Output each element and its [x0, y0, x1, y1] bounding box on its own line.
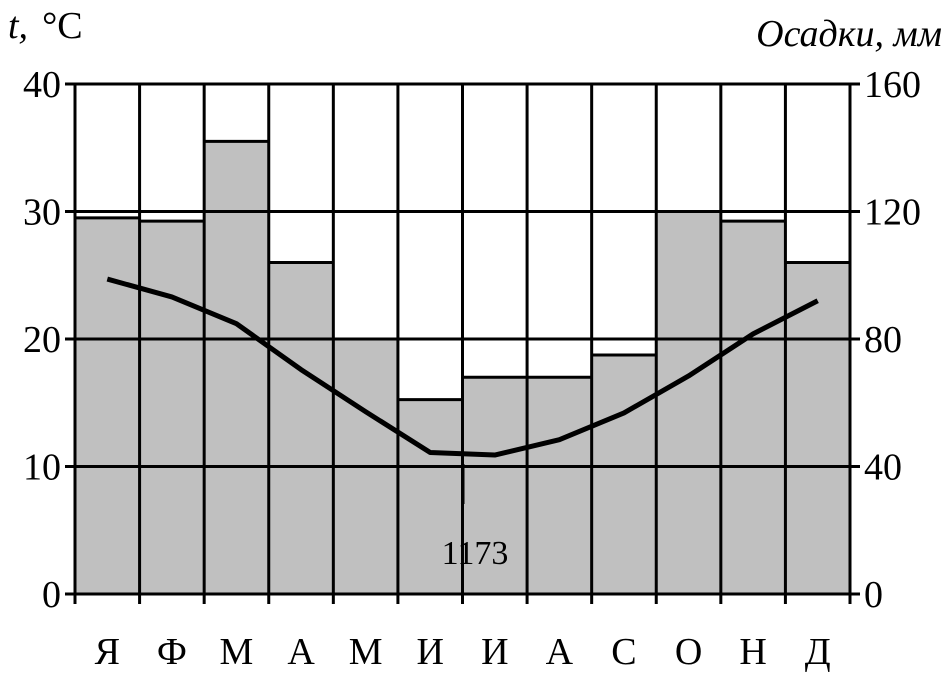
precip-bar-2 — [204, 141, 269, 594]
x-tick-label-1: Ф — [157, 631, 187, 673]
x-tick-label-2: М — [220, 631, 254, 673]
y-right-tick-label-2: 80 — [864, 319, 902, 361]
y-right-title: Осадки, мм — [756, 13, 942, 55]
precip-bar-11 — [785, 262, 850, 594]
x-tick-label-9: О — [675, 631, 702, 673]
x-tick-label-5: И — [416, 631, 443, 673]
y-left-tick-labels: 0 10 20 30 40 — [23, 64, 61, 616]
precip-bar-0 — [75, 217, 140, 594]
x-tick-label-0: Я — [95, 631, 120, 673]
y-right-tick-label-1: 40 — [864, 447, 902, 489]
precip-bar-9 — [656, 211, 721, 594]
y-right-tick-label-4: 160 — [864, 64, 921, 106]
precip-bar-10 — [720, 221, 786, 594]
y-right-tick-label-3: 120 — [864, 192, 921, 234]
y-left-title-var: t, — [8, 5, 28, 47]
y-left-tick-label-4: 40 — [23, 64, 61, 106]
y-left-tick-label-3: 30 — [23, 192, 61, 234]
precip-bar-3 — [268, 262, 334, 594]
y-right-tick-label-0: 0 — [864, 574, 883, 616]
y-left-tick-label-1: 10 — [23, 447, 61, 489]
x-tick-label-7: А — [546, 631, 574, 673]
precip-bar-7 — [527, 377, 592, 594]
y-left-tick-label-2: 20 — [23, 319, 61, 361]
x-tick-marks — [65, 82, 860, 604]
temperature-line — [106, 276, 819, 458]
precip-bar-6 — [462, 377, 528, 594]
x-tick-label-8: С — [611, 631, 636, 673]
y-left-title: t, °C — [8, 5, 83, 47]
x-tick-label-6: И — [481, 631, 508, 673]
precip-bar-8 — [591, 354, 657, 594]
x-tick-label-3: А — [287, 631, 315, 673]
y-right-tick-labels: 0 40 80 120 160 — [864, 64, 921, 616]
column-separators — [138, 84, 787, 594]
x-tick-label-4: М — [349, 631, 383, 673]
annotation-label: 1173 — [442, 535, 509, 572]
precip-bar-1 — [139, 221, 205, 594]
precipitation-bars — [75, 139, 850, 594]
x-tick-label-11: Д — [805, 631, 831, 673]
x-tick-label-10: Н — [739, 631, 766, 673]
y-left-title-unit: °C — [42, 5, 83, 47]
y-left-tick-label-0: 0 — [42, 574, 61, 616]
precip-bar-5 — [397, 399, 463, 594]
